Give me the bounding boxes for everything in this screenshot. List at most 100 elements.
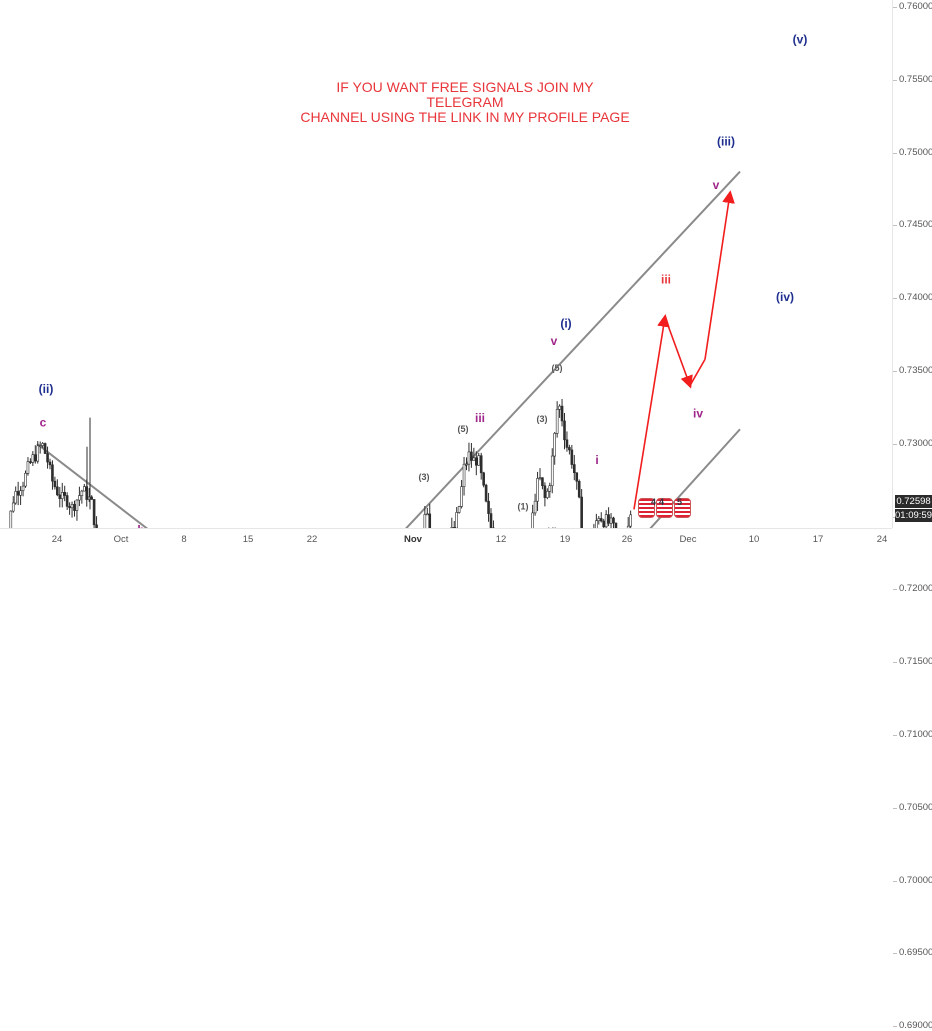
candle-body (37, 446, 39, 461)
candle-body (22, 486, 24, 491)
price-tick-label: 0.74000 (899, 292, 932, 303)
promo-text: IF YOU WANT FREE SIGNALS JOIN MY TELEGRA… (300, 80, 630, 125)
candle-body (613, 518, 615, 523)
candle-body (473, 458, 475, 461)
candle-body (76, 500, 78, 511)
candle-body (561, 406, 563, 421)
wave-label: (5) (458, 424, 469, 434)
candle-body (578, 481, 580, 497)
candle-body (551, 456, 553, 486)
candle-body (546, 491, 548, 497)
candle-body (485, 485, 487, 501)
candle-body (541, 478, 543, 486)
candle-body (581, 497, 583, 528)
candle-body (461, 487, 463, 507)
trendline-layer (0, 172, 740, 528)
candle-body (470, 452, 472, 461)
candle-body (554, 433, 556, 456)
candle-body (571, 450, 573, 465)
candle-body (573, 465, 575, 473)
candle-body (66, 496, 68, 507)
flag-badge-number: 4 (651, 497, 656, 507)
time-tick-label: 15 (243, 534, 254, 545)
candle-body (78, 496, 80, 501)
candle-body (576, 473, 578, 482)
candle-body (478, 456, 480, 466)
projection-arrow (690, 359, 705, 385)
candle-body (429, 514, 431, 528)
candle-body (93, 499, 95, 524)
candle-body (17, 491, 19, 495)
candle-body (468, 452, 470, 464)
candle-body (34, 455, 36, 461)
candle-body (424, 514, 426, 528)
price-tick-label: 0.75000 (899, 147, 932, 158)
price-tick-mark (893, 80, 897, 81)
candle-body (27, 462, 29, 474)
candle-body (532, 513, 534, 528)
candle-body (475, 458, 477, 465)
candle-body (56, 487, 58, 495)
price-tick-label: 0.73500 (899, 365, 932, 376)
time-tick-label: 8 (181, 534, 186, 545)
projection-arrow (705, 193, 730, 359)
candle-body (544, 486, 546, 498)
candle-body (29, 462, 31, 463)
price-tick-mark (893, 735, 897, 736)
time-tick-label: 26 (622, 534, 633, 545)
candle-body (15, 491, 17, 503)
price-tick-mark (893, 153, 897, 154)
price-tick-mark (893, 298, 897, 299)
time-tick-label: Oct (114, 534, 129, 545)
candle-body (534, 501, 536, 513)
candle-body (537, 478, 539, 501)
price-tick-mark (893, 1026, 897, 1027)
price-tick-mark (893, 662, 897, 663)
price-tick-label: 0.70000 (899, 875, 932, 886)
price-tick-label: 0.72000 (899, 583, 932, 594)
wave-label: (3) (537, 414, 548, 424)
time-tick-label: 12 (496, 534, 507, 545)
time-tick-label: 24 (877, 534, 888, 545)
candle-body (426, 514, 428, 515)
candle-body (610, 518, 612, 523)
price-tick-label: 0.76000 (899, 1, 932, 12)
flag-badge[interactable]: 4 4 5 (638, 496, 692, 520)
time-tick-label: 22 (307, 534, 318, 545)
candle-body (49, 462, 51, 465)
candle-body (605, 515, 607, 527)
wave-label: v (713, 178, 720, 192)
candle-body (549, 486, 551, 492)
candle-body (81, 491, 83, 495)
time-tick-label: Nov (404, 534, 422, 545)
candle-body (630, 515, 632, 526)
candle-body (20, 491, 22, 496)
candle-body (47, 454, 49, 462)
candle-body (463, 464, 465, 486)
chart-area[interactable]: (ii)cbac(iii)abc(iv)bac(v)iii(1)(2)(3)(4… (0, 0, 892, 528)
trendline (349, 172, 740, 528)
candle-body (566, 440, 568, 448)
candle-body (59, 495, 61, 499)
candle-body (564, 421, 566, 440)
candle-body (466, 464, 468, 465)
candle-body (458, 506, 460, 512)
projection-arrow (634, 317, 665, 509)
candle-body (71, 504, 73, 507)
candle-body (595, 521, 597, 528)
candle-body (10, 511, 12, 528)
price-tick-mark (893, 953, 897, 954)
candle-body (480, 456, 482, 473)
bar-countdown-badge: 01:09:59 (895, 509, 932, 522)
wave-label: (v) (793, 32, 808, 46)
wave-label: iii (661, 273, 671, 287)
candle-body (51, 465, 53, 481)
candle-body (556, 409, 558, 433)
candle-body (456, 512, 458, 528)
price-tick-mark (893, 589, 897, 590)
price-tick-mark (893, 444, 897, 445)
candle-body (488, 501, 490, 513)
wave-label: v (551, 334, 558, 348)
